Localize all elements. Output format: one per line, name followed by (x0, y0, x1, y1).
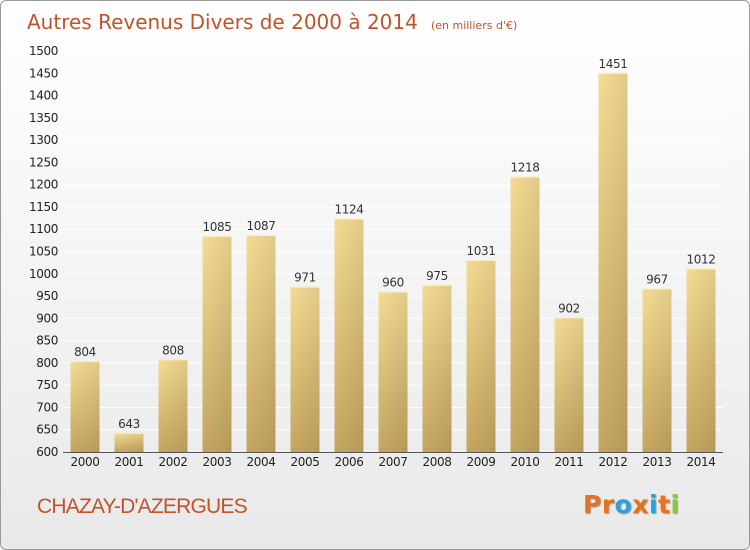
bar-2008 (422, 284, 452, 452)
bar-value-label: 1012 (687, 252, 716, 266)
bar-shade (466, 259, 496, 452)
bar-2012 (598, 72, 628, 453)
proxiti-logo: Proxiti (583, 490, 680, 519)
bar-value-label: 1031 (467, 244, 496, 258)
chart-title: Autres Revenus Divers de 2000 à 2014 (en… (27, 10, 517, 34)
bar-2006 (334, 218, 364, 452)
x-tick-label: 2006 (335, 455, 364, 469)
bar-value-label: 960 (382, 276, 404, 290)
y-tick-label: 1200 (29, 178, 58, 192)
y-tick-label: 1050 (29, 245, 58, 259)
bar-shade (246, 235, 276, 452)
x-tick-label: 2000 (71, 455, 100, 469)
y-tick-label: 1300 (29, 133, 58, 147)
bar-2005 (290, 286, 320, 452)
y-tick-label: 1100 (29, 222, 58, 236)
x-tick-label: 2014 (687, 455, 716, 469)
bar-value-label: 804 (74, 345, 96, 359)
x-tick-label: 2009 (467, 455, 496, 469)
y-tick-label: 600 (36, 445, 58, 459)
bar-value-label: 1124 (335, 203, 364, 217)
bar-value-label: 967 (646, 272, 668, 286)
logo-letter: P (583, 490, 602, 519)
bar-2002 (158, 359, 188, 452)
bar-2010 (510, 176, 540, 452)
bar-value-label: 971 (294, 271, 316, 285)
logo-letter: x (632, 490, 649, 519)
bar-shade (642, 288, 672, 452)
bar-shade (378, 291, 408, 452)
x-tick-label: 2004 (247, 455, 276, 469)
bar-2009 (466, 259, 496, 452)
logo-letter: r (601, 490, 615, 519)
chart-subtitle: (en milliers d'€) (431, 19, 517, 32)
bar-2000 (70, 361, 100, 452)
y-tick-label: 1250 (29, 155, 58, 169)
y-tick-label: 950 (36, 289, 58, 303)
bar-2013 (642, 288, 672, 452)
x-tick-label: 2011 (555, 455, 584, 469)
bar-shade (334, 218, 364, 452)
x-tick-label: 2010 (511, 455, 540, 469)
bar-2011 (554, 317, 584, 452)
bar-shade (554, 317, 584, 452)
y-tick-label: 1400 (29, 89, 58, 103)
bar-shade (158, 359, 188, 452)
x-tick-label: 2001 (115, 455, 144, 469)
y-tick-label: 650 (36, 423, 58, 437)
y-tick-label: 1500 (29, 44, 58, 58)
logo-letter: i (649, 490, 659, 519)
y-tick-label: 700 (36, 400, 58, 414)
commune-name: CHAZAY-D'AZERGUES (37, 495, 248, 518)
bar-2001 (114, 432, 144, 452)
y-tick-label: 800 (36, 356, 58, 370)
bar-shade (70, 361, 100, 452)
bar-2004 (246, 235, 276, 452)
y-tick-label: 1450 (29, 66, 58, 80)
x-axis-ticks: 2000 2001 2002 2003 2004 2005 2006 2007 2008 2009… (71, 455, 716, 469)
y-tick-label: 1350 (29, 111, 58, 125)
bar-value-label: 808 (162, 343, 184, 357)
x-tick-label: 2012 (599, 455, 628, 469)
x-tick-label: 2003 (203, 455, 232, 469)
bar-shade (422, 284, 452, 452)
bar-shade (598, 72, 628, 453)
bars: 804 643 808 1085 1087 971 1124 960 975 1031 1218 90… (70, 57, 716, 453)
bar-value-label: 1087 (247, 219, 276, 233)
x-tick-label: 2013 (643, 455, 672, 469)
logo-letter: i (670, 490, 680, 519)
bar-value-label: 975 (426, 269, 448, 283)
bar-2007 (378, 291, 408, 452)
logo-letter: t (658, 490, 671, 519)
bar-value-label: 902 (558, 301, 580, 315)
bar-shade (114, 432, 144, 452)
y-tick-label: 1150 (29, 200, 58, 214)
logo-letter: o (614, 490, 633, 519)
y-tick-label: 1000 (29, 267, 58, 281)
bar-shade (202, 235, 232, 452)
y-axis-ticks: 600 650 700 750 800 850 900 950 1000 1050 1100 1150… (29, 44, 58, 459)
y-tick-label: 900 (36, 311, 58, 325)
x-tick-label: 2005 (291, 455, 320, 469)
bar-value-label: 1085 (203, 220, 232, 234)
x-tick-label: 2008 (423, 455, 452, 469)
bar-value-label: 643 (118, 417, 140, 431)
bar-shade (290, 286, 320, 452)
bar-value-label: 1218 (511, 161, 540, 175)
bar-2003 (202, 235, 232, 452)
bar-shade (686, 268, 716, 452)
x-tick-label: 2002 (159, 455, 188, 469)
bar-2014 (686, 268, 716, 452)
y-tick-label: 850 (36, 334, 58, 348)
bar-value-label: 1451 (599, 57, 628, 71)
x-tick-label: 2007 (379, 455, 408, 469)
bar-shade (510, 176, 540, 452)
y-tick-label: 750 (36, 378, 58, 392)
